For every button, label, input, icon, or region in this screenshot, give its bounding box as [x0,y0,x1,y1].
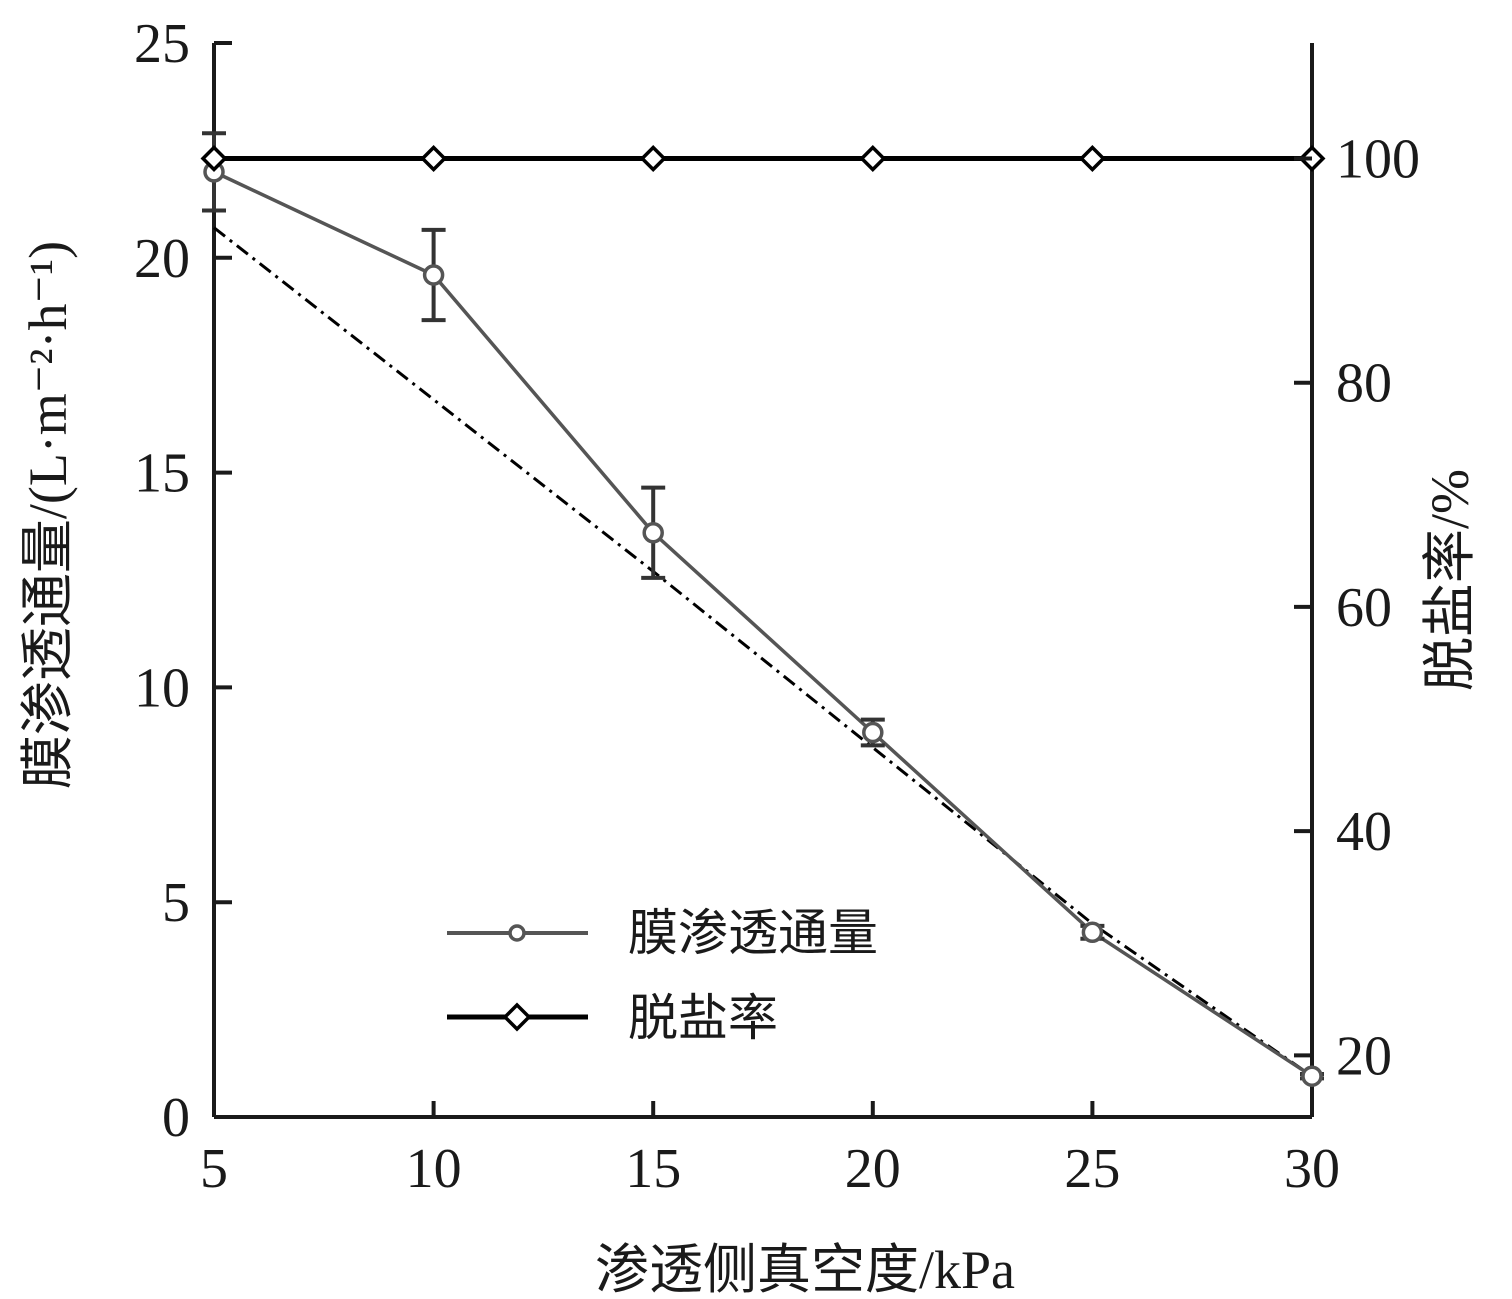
y2-tick-label: 40 [1336,801,1392,863]
legend-item-salt-rejection: 脱盐率 [447,990,778,1046]
legend-marker-salt-rejection [502,1002,532,1032]
y2-ticks: 20 40 60 80 100 [1294,128,1420,1087]
x-tick-label: 30 [1284,1138,1340,1200]
data-point-flux [862,721,884,744]
y-tick-label: 5 [162,872,190,934]
series-line-flux [213,170,1313,1078]
x-tick-label: 20 [845,1138,901,1200]
x-ticks: 5 10 15 20 25 30 [200,1101,1340,1200]
data-point-salt-rejection [200,144,228,172]
y2-tick-label: 20 [1336,1025,1392,1087]
x-tick-label: 25 [1064,1138,1120,1200]
data-point-flux [1301,1065,1323,1087]
y-axis-title: 膜渗透通量/(L·m⁻²·h⁻¹) [18,241,78,789]
y-tick-label: 0 [162,1087,190,1149]
x-tick-label: 10 [406,1138,462,1200]
y2-tick-label: 80 [1336,353,1392,415]
y2-axis-title: 脱盐率/% [1420,469,1480,691]
data-point-salt-rejection [1078,144,1106,172]
data-point-flux [422,264,445,286]
x-tick-label: 5 [200,1138,228,1200]
legend: 膜渗透通量 脱盐率 [447,905,878,1046]
y-tick-label: 20 [134,228,190,290]
x-axis-title: 渗透侧真空度/kPa [595,1240,1015,1299]
legend-marker-flux [508,924,526,942]
trendline-layer [213,226,1313,1078]
data-point-flux [1081,921,1104,944]
y-ticks: 0 5 10 15 20 25 [134,13,232,1149]
legend-label-salt-rejection: 脱盐率 [628,990,778,1046]
legend-label-flux: 膜渗透通量 [628,905,878,961]
y-tick-label: 15 [134,443,190,505]
y-tick-label: 25 [134,13,190,75]
data-point-salt-rejection [639,144,667,172]
y2-tick-label: 60 [1336,577,1392,639]
data-point-salt-rejection [420,144,448,172]
series-layer [200,131,1326,1087]
trendline [213,226,1313,1078]
y2-tick-label: 100 [1336,128,1420,190]
legend-item-flux: 膜渗透通量 [447,905,878,961]
data-point-salt-rejection [859,144,887,172]
data-point-flux [642,521,664,544]
x-tick-label: 15 [625,1138,681,1200]
plot-area [212,43,1314,1119]
y-tick-label: 10 [134,657,190,719]
